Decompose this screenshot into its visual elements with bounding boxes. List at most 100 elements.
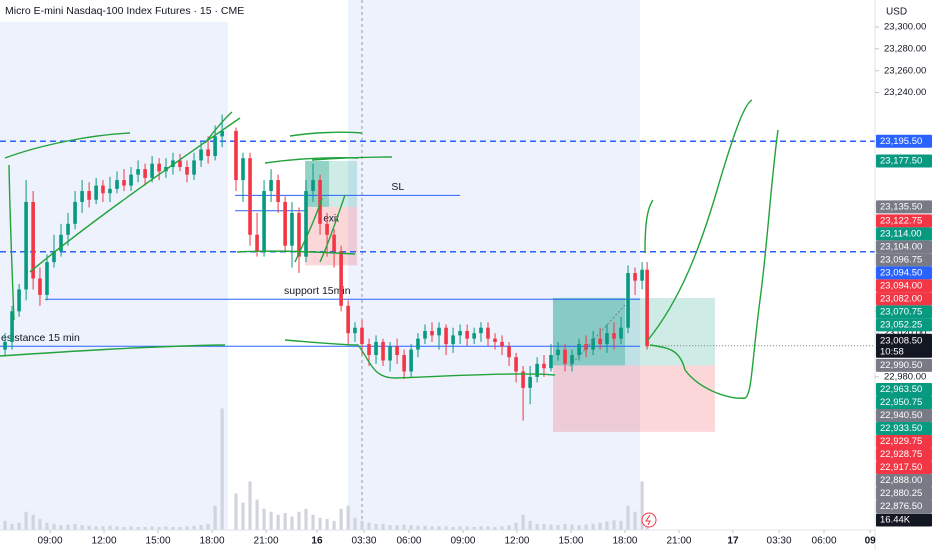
volume-bar xyxy=(59,525,63,530)
candle-body xyxy=(101,185,105,194)
volume-bar xyxy=(388,525,392,530)
volume-bar xyxy=(52,523,56,530)
y-tick-label: 23,260.00 xyxy=(884,65,926,76)
candle-body xyxy=(24,201,28,290)
volume-bar xyxy=(633,511,637,530)
price-tag xyxy=(876,279,932,293)
volume-bar xyxy=(640,481,644,530)
volume-bar xyxy=(402,524,406,530)
price-tag-label: 22,933.50 xyxy=(880,423,922,434)
candle-body xyxy=(542,363,546,369)
x-tick-label: 06:00 xyxy=(396,536,421,547)
volume-bar xyxy=(577,525,581,530)
price-tag-label: 23,082.00 xyxy=(880,293,922,304)
candle-body xyxy=(451,335,455,345)
candle-body xyxy=(353,327,357,334)
x-tick-label: 15:00 xyxy=(146,536,171,547)
volume-bar xyxy=(31,514,35,530)
volume-bar xyxy=(220,408,224,530)
freehand xyxy=(647,99,753,341)
price-tag xyxy=(876,240,932,254)
volume-bar xyxy=(73,523,77,530)
price-tag xyxy=(876,200,932,214)
candle-body xyxy=(430,330,434,336)
price-tag-label: 22,929.75 xyxy=(880,436,922,447)
candle-body xyxy=(612,333,616,339)
volume-bar xyxy=(500,526,504,530)
price-tag-label: 23,008.50 xyxy=(880,335,922,346)
chart-title: Micro E-mini Nasdaq-100 Index Futures · … xyxy=(5,5,244,17)
currency: USD xyxy=(886,7,907,18)
candle-body xyxy=(332,234,336,252)
candle-body xyxy=(157,163,161,172)
candle-body xyxy=(626,273,630,328)
price-tag-label: 22,990.50 xyxy=(880,360,922,371)
candle-body xyxy=(472,333,476,339)
volume-bar xyxy=(619,520,623,530)
candle-body xyxy=(500,341,504,347)
price-tag-label: 23,114.00 xyxy=(880,228,922,239)
price-tag xyxy=(876,253,932,267)
price-tag-label: 23,094.00 xyxy=(880,280,922,291)
volume-bar xyxy=(612,520,616,530)
volume-bar xyxy=(507,525,511,530)
volume-bar xyxy=(136,526,140,530)
candle-body xyxy=(262,191,266,252)
price-tag-label: 22,876.50 xyxy=(880,501,922,512)
price-tag xyxy=(876,461,932,475)
alert-icon[interactable] xyxy=(641,512,657,528)
volume-bar xyxy=(178,526,182,530)
x-tick-label: 09:00 xyxy=(38,536,63,547)
x-tick-label: 17 xyxy=(727,536,739,547)
candle-body xyxy=(220,130,224,137)
candle-body xyxy=(416,338,420,350)
level-label: SL xyxy=(391,181,404,193)
countdown: 10:58 xyxy=(880,346,904,357)
candle-body xyxy=(549,355,553,369)
volume-bar xyxy=(332,520,336,530)
volume-bar xyxy=(115,526,119,530)
volume-bar xyxy=(129,526,133,530)
freehand xyxy=(4,132,131,159)
candle-body xyxy=(640,269,644,281)
volume-bar xyxy=(206,523,210,530)
volume-bar xyxy=(486,526,490,530)
volume-bar xyxy=(262,508,266,530)
candle-body xyxy=(213,136,217,157)
price-tag-label: 23,122.75 xyxy=(880,215,922,226)
volume-bar xyxy=(80,525,84,530)
candle-body xyxy=(311,180,315,192)
candle-body xyxy=(507,346,511,358)
volume-tag xyxy=(876,513,932,527)
volume-bar xyxy=(542,523,546,530)
y-tick-label: 23,020.00 xyxy=(884,328,926,339)
candle-body xyxy=(395,346,399,356)
volume-bar xyxy=(66,524,70,530)
candle-body xyxy=(255,234,259,252)
candle-body xyxy=(402,355,406,372)
volume-bar xyxy=(549,524,553,530)
price-tag xyxy=(876,500,932,514)
price-tag-label: 23,052.25 xyxy=(880,319,922,330)
price-tag-label: 23,094.50 xyxy=(880,267,922,278)
volume-bar xyxy=(458,526,462,530)
candle-body xyxy=(493,338,497,342)
freehand xyxy=(294,197,323,263)
volume-bar xyxy=(367,522,371,530)
volume-bar xyxy=(535,523,539,530)
price-tag-label: 23,177.50 xyxy=(880,155,922,166)
candle-body xyxy=(619,327,623,339)
candle-body xyxy=(17,289,21,312)
candle-body xyxy=(136,169,140,175)
candle-body xyxy=(346,305,350,334)
freehand xyxy=(0,344,226,357)
volume-bar xyxy=(465,526,469,530)
candle-body xyxy=(458,330,462,336)
volume-bar xyxy=(451,526,455,530)
candle-body xyxy=(87,191,91,200)
volume-bar xyxy=(318,517,322,530)
x-tick-label: 15:00 xyxy=(558,536,583,547)
candle-body xyxy=(192,160,196,175)
volume-bar xyxy=(122,526,126,530)
